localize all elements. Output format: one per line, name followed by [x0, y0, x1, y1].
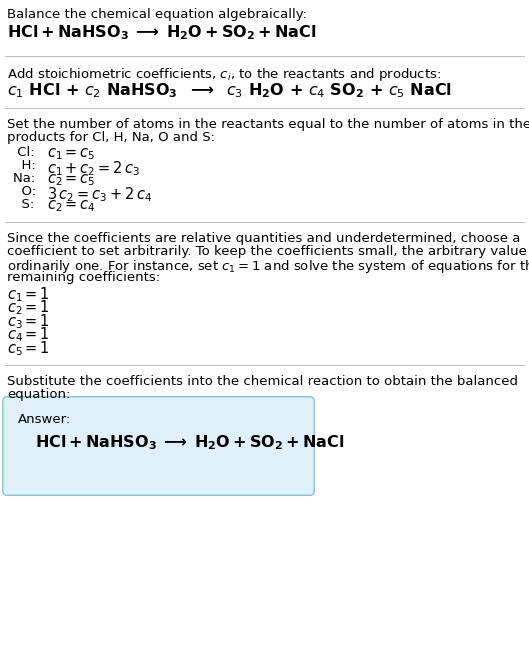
Text: $c_1 + c_2 = 2\,c_3$: $c_1 + c_2 = 2\,c_3$: [47, 159, 140, 177]
Text: O:: O:: [13, 185, 40, 198]
Text: Cl:: Cl:: [13, 146, 39, 159]
Text: $c_5 = 1$: $c_5 = 1$: [7, 339, 50, 358]
Text: S:: S:: [13, 198, 39, 211]
Text: $\mathbf{HCl + NaHSO_3 \;\longrightarrow\; H_2O + SO_2 + NaCl}$: $\mathbf{HCl + NaHSO_3 \;\longrightarrow…: [7, 23, 316, 42]
Text: ordinarily one. For instance, set $c_1 = 1$ and solve the system of equations fo: ordinarily one. For instance, set $c_1 =…: [7, 258, 529, 275]
Text: Add stoichiometric coefficients, $c_i$, to the reactants and products:: Add stoichiometric coefficients, $c_i$, …: [7, 66, 441, 83]
Text: Substitute the coefficients into the chemical reaction to obtain the balanced: Substitute the coefficients into the che…: [7, 375, 518, 388]
Text: equation:: equation:: [7, 388, 70, 401]
Text: Since the coefficients are relative quantities and underdetermined, choose a: Since the coefficients are relative quan…: [7, 232, 521, 245]
Text: Na:: Na:: [13, 172, 40, 185]
Text: Balance the chemical equation algebraically:: Balance the chemical equation algebraica…: [7, 8, 307, 21]
Text: Answer:: Answer:: [18, 413, 71, 426]
Text: $c_4 = 1$: $c_4 = 1$: [7, 325, 50, 344]
Text: coefficient to set arbitrarily. To keep the coefficients small, the arbitrary va: coefficient to set arbitrarily. To keep …: [7, 245, 529, 258]
Text: H:: H:: [13, 159, 40, 172]
Text: $\mathbf{HCl + NaHSO_3 \;\longrightarrow\; H_2O + SO_2 + NaCl}$: $\mathbf{HCl + NaHSO_3 \;\longrightarrow…: [35, 433, 344, 452]
Text: $3\,c_2 = c_3 + 2\,c_4$: $3\,c_2 = c_3 + 2\,c_4$: [47, 185, 152, 203]
Text: $c_2 = c_5$: $c_2 = c_5$: [47, 172, 96, 187]
Text: $\boldsymbol{c_1}$ $\mathbf{HCl}$ $\mathbf{+}$ $\boldsymbol{c_2}$ $\mathbf{NaHSO: $\boldsymbol{c_1}$ $\mathbf{HCl}$ $\math…: [7, 81, 452, 99]
Text: remaining coefficients:: remaining coefficients:: [7, 271, 160, 284]
Text: $c_2 = 1$: $c_2 = 1$: [7, 299, 50, 317]
Text: $c_1 = c_5$: $c_1 = c_5$: [47, 146, 96, 161]
Text: $c_2 = c_4$: $c_2 = c_4$: [47, 198, 96, 213]
Text: $c_1 = 1$: $c_1 = 1$: [7, 285, 50, 303]
Text: products for Cl, H, Na, O and S:: products for Cl, H, Na, O and S:: [7, 131, 215, 144]
Text: Set the number of atoms in the reactants equal to the number of atoms in the: Set the number of atoms in the reactants…: [7, 118, 529, 131]
Text: $c_3 = 1$: $c_3 = 1$: [7, 312, 50, 331]
